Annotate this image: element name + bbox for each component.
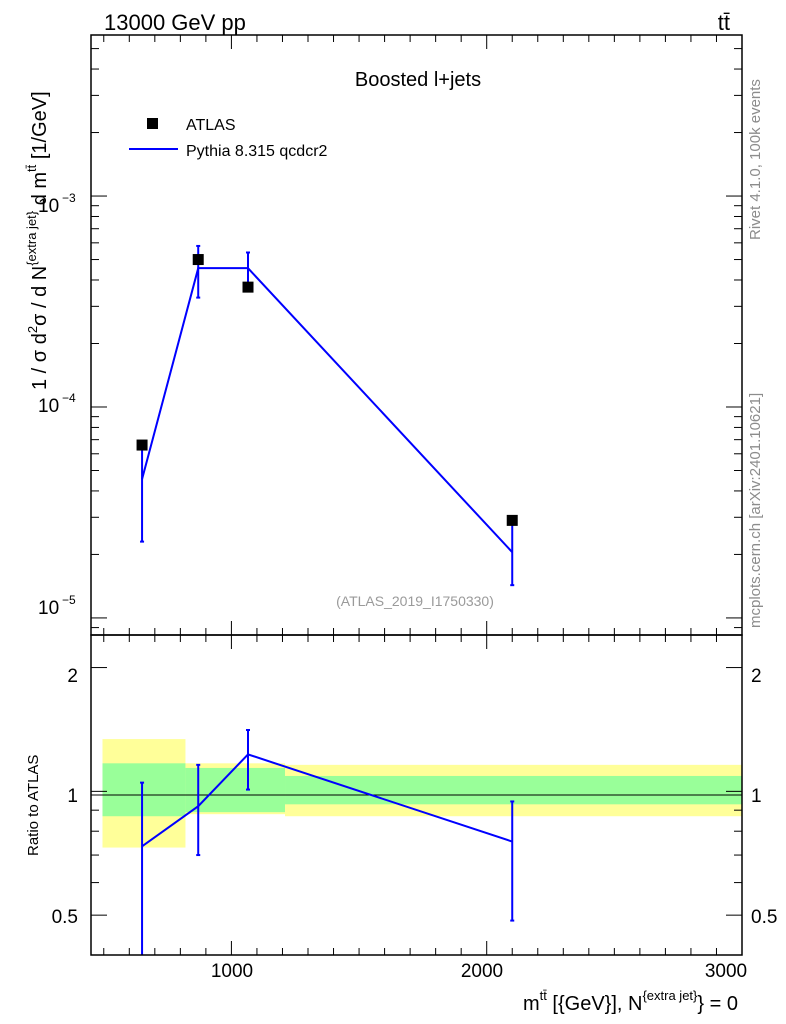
main-plot-area <box>136 244 518 587</box>
svg-text:10: 10 <box>38 598 59 619</box>
ratio-y-tick-2-left: 2 <box>67 666 78 687</box>
legend: ATLAS Pythia 8.315 qcdcr2 <box>129 117 328 160</box>
svg-text:−3: −3 <box>62 191 76 205</box>
x-tick-label-3000: 3000 <box>705 961 747 982</box>
legend-marker-atlas <box>147 118 158 129</box>
ratio-pythia-line <box>141 753 513 848</box>
main-y-axis-title: 1 / σ d2σ / d N{extra jet} d mtt̄ [1/GeV… <box>24 91 51 390</box>
legend-label-atlas: ATLAS <box>186 117 236 134</box>
atlas-data-point <box>242 281 254 293</box>
svg-text:−5: −5 <box>62 593 76 607</box>
ratio-band-inner <box>185 767 286 813</box>
ratio-y-axis-title: Ratio to ATLAS <box>25 755 42 856</box>
x-tick-label-2000: 2000 <box>461 961 503 982</box>
svg-text:10: 10 <box>38 196 59 217</box>
atlas-data-point <box>506 514 518 526</box>
ratio-y-tick-2-right: 2 <box>751 666 762 687</box>
mcplots-label: mcplots.cern.ch [arXiv:2401.10621] <box>747 393 764 628</box>
ratio-plot-frame <box>90 634 743 956</box>
main-axis-ticks <box>91 35 743 635</box>
main-plot-panel: Boosted l+jets (ATLAS_2019_I1750330) 10 … <box>24 34 743 636</box>
ratio-band-inner <box>285 775 742 805</box>
main-title: Boosted l+jets <box>355 69 481 91</box>
rivet-label: Rivet 4.1.0, 100k events <box>747 79 764 240</box>
svg-text:mtt̄ [{GeV}], N{extra jet}} =: mtt̄ [{GeV}], N{extra jet}} = 0 <box>523 988 738 1015</box>
ratio-y-tick-1-left: 1 <box>67 786 78 807</box>
y-tick-label-1e-4: 10 −4 <box>38 391 76 417</box>
x-axis-title: mtt̄ [{GeV}], N{extra jet}} = 0 <box>523 988 738 1015</box>
reference-id: (ATLAS_2019_I1750330) <box>336 593 494 609</box>
ratio-y-tick-1-right: 1 <box>751 786 762 807</box>
svg-text:10: 10 <box>38 396 59 417</box>
x-tick-label-1000: 1000 <box>211 961 253 982</box>
legend-label-pythia: Pythia 8.315 qcdcr2 <box>186 143 328 160</box>
ratio-plot-area <box>140 728 515 955</box>
ratio-axis-ticks <box>91 635 743 956</box>
ratio-y-tick-05-right: 0.5 <box>751 907 777 928</box>
y-tick-label-1e-5: 10 −5 <box>38 593 76 619</box>
y-tick-label-1e-3: 10 −3 <box>38 191 76 217</box>
process-label: tt̄ <box>718 10 730 35</box>
uncertainty-bands <box>102 739 742 848</box>
ratio-y-tick-05-left: 0.5 <box>52 907 78 928</box>
energy-label: 13000 GeV pp <box>104 10 246 35</box>
atlas-data-point <box>192 254 204 266</box>
svg-text:1 / σ d2σ / d N{extra jet} d m: 1 / σ d2σ / d N{extra jet} d mtt̄ [1/GeV… <box>24 91 51 390</box>
atlas-data-point <box>136 439 148 451</box>
pythia-line <box>141 267 513 553</box>
svg-text:−4: −4 <box>62 391 76 405</box>
ratio-band-inner <box>102 763 186 817</box>
ratio-plot-panel: 2 1 0.5 2 1 0.5 Ratio to ATLAS 1000 2000… <box>25 634 777 1015</box>
